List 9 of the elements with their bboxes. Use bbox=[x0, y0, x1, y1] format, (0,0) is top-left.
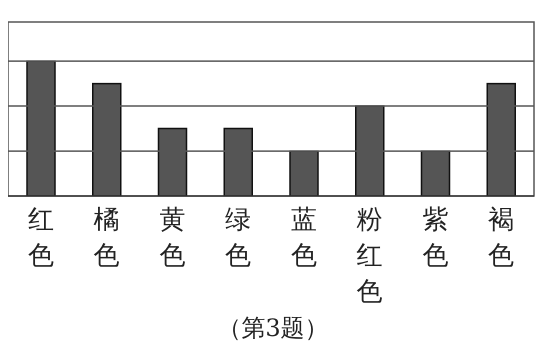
x-tick-label: 黄色 bbox=[159, 205, 186, 271]
text: （第3题） bbox=[216, 313, 330, 344]
x-tick-label: 粉红色 bbox=[356, 205, 383, 307]
x-tick-label: 绿色 bbox=[225, 205, 252, 271]
x-tick-label: 褐色 bbox=[488, 205, 514, 271]
x-tick-label: 蓝色 bbox=[290, 205, 317, 271]
x-tick-label: 紫色 bbox=[422, 205, 448, 271]
x-tick-label: 红色 bbox=[28, 205, 54, 271]
x-tick-label: 橘色 bbox=[94, 205, 120, 271]
